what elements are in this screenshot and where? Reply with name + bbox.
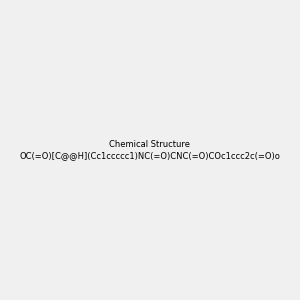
Text: Chemical Structure
OC(=O)[C@@H](Cc1ccccc1)NC(=O)CNC(=O)COc1ccc2c(=O)o: Chemical Structure OC(=O)[C@@H](Cc1ccccc… — [20, 140, 281, 160]
